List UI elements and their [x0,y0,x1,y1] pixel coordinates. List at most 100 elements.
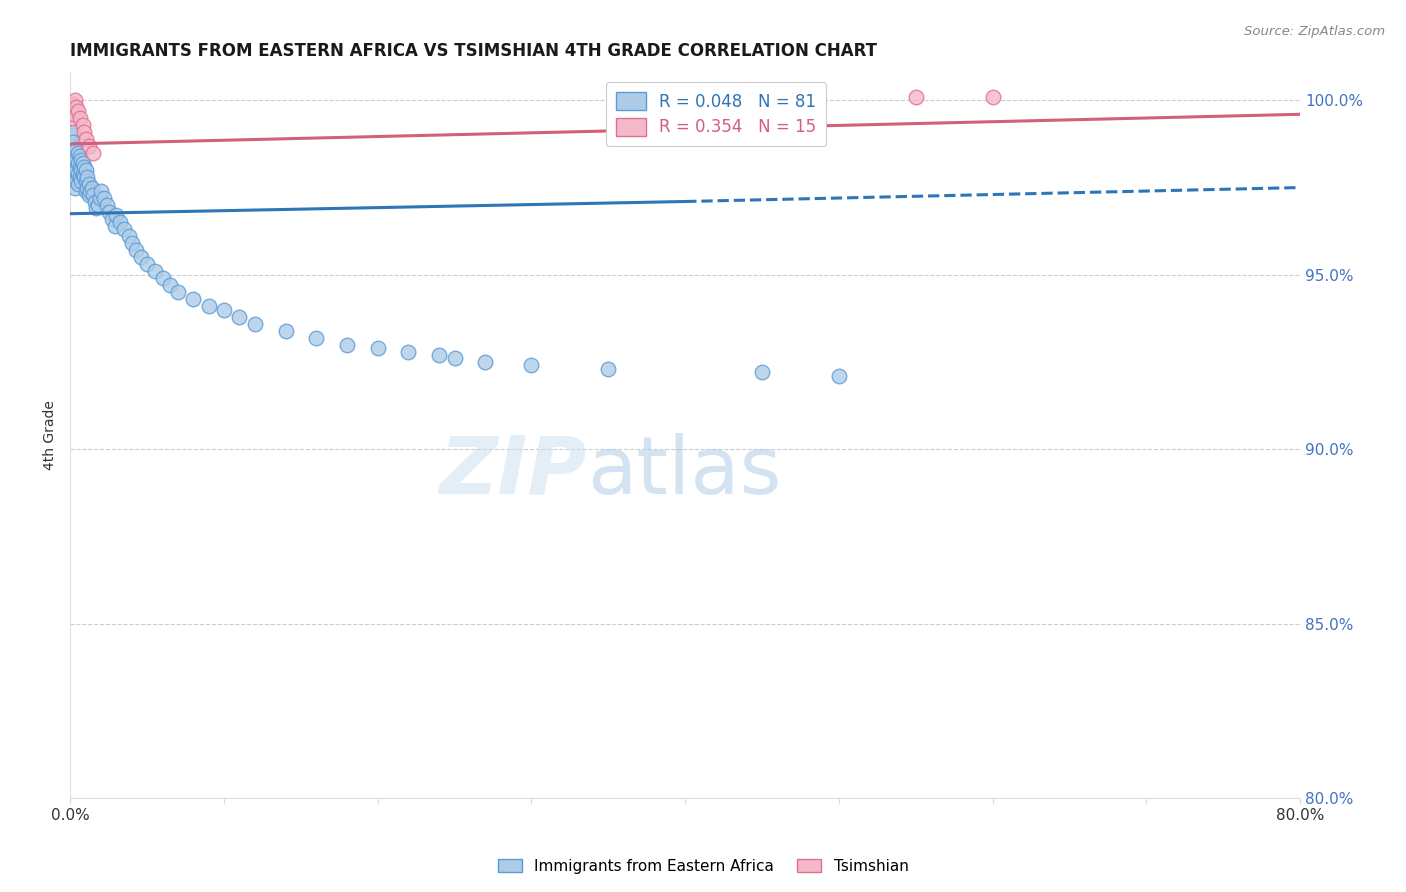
Text: IMMIGRANTS FROM EASTERN AFRICA VS TSIMSHIAN 4TH GRADE CORRELATION CHART: IMMIGRANTS FROM EASTERN AFRICA VS TSIMSH… [70,42,877,60]
Point [75,132,97,146]
Point [80,180,103,194]
Point [79,184,101,198]
Point [121,236,143,251]
Point [398,344,420,359]
Point [367,341,389,355]
Point [63,170,86,185]
Text: ZIP: ZIP [440,433,586,510]
Point [129,250,152,264]
Point [62,156,84,170]
Point [75,163,97,178]
Point [75,184,97,198]
Point [443,351,465,366]
Point [66,177,89,191]
Point [112,222,135,236]
Text: Source: ZipAtlas.com: Source: ZipAtlas.com [1244,25,1385,38]
Point [60,138,83,153]
Point [70,173,93,187]
Point [77,138,100,153]
Point [63,160,86,174]
Point [73,125,96,139]
Point [65,142,87,156]
Point [62,107,84,121]
Point [84,194,107,209]
Point [243,317,266,331]
Point [904,90,927,104]
Legend: Immigrants from Eastern Africa, Tsimshian: Immigrants from Eastern Africa, Tsimshia… [491,853,915,880]
Point [66,145,89,160]
Point [60,111,83,125]
Point [76,180,98,194]
Point [152,271,174,285]
Point [72,156,94,170]
Point [60,100,83,114]
Point [66,156,89,170]
Point [69,111,91,125]
Point [62,135,84,149]
Point [212,302,235,317]
Point [981,90,1004,104]
Point [62,167,84,181]
Y-axis label: 4th Grade: 4th Grade [44,401,58,470]
Point [274,324,297,338]
Point [60,170,83,185]
Point [65,153,87,167]
Point [105,209,128,223]
Point [118,229,141,244]
Point [77,187,100,202]
Point [66,167,89,181]
Point [136,257,159,271]
Point [101,211,124,226]
Point [60,153,83,167]
Point [65,100,87,114]
Point [73,170,96,185]
Point [143,264,166,278]
Point [69,160,91,174]
Point [108,215,131,229]
Point [63,93,86,107]
Point [77,177,100,191]
Point [73,160,96,174]
Point [62,125,84,139]
Point [90,184,112,198]
Point [62,145,84,160]
Point [75,173,97,187]
Point [598,362,620,376]
Point [65,173,87,187]
Point [474,355,496,369]
Point [63,149,86,163]
Point [228,310,250,324]
Point [93,191,115,205]
Point [69,149,91,163]
Point [70,153,93,167]
Point [197,299,219,313]
Point [72,118,94,132]
Point [336,337,359,351]
Point [72,167,94,181]
Point [87,198,110,212]
Point [76,170,98,185]
Point [86,202,108,216]
Point [65,163,87,178]
Point [828,368,851,383]
Point [751,366,773,380]
Text: atlas: atlas [586,433,782,510]
Point [70,163,93,178]
Point [159,278,181,293]
Point [69,170,91,185]
Point [167,285,190,300]
Point [520,359,543,373]
Point [60,128,83,143]
Legend: R = 0.048   N = 81, R = 0.354   N = 15: R = 0.048 N = 81, R = 0.354 N = 15 [606,82,827,146]
Point [97,205,120,219]
Point [96,198,118,212]
Point [62,96,84,111]
Point [82,187,104,202]
Point [89,191,111,205]
Point [181,292,204,306]
Point [82,145,104,160]
Point [60,163,83,178]
Point [305,330,328,344]
Point [66,103,89,118]
Point [104,219,127,233]
